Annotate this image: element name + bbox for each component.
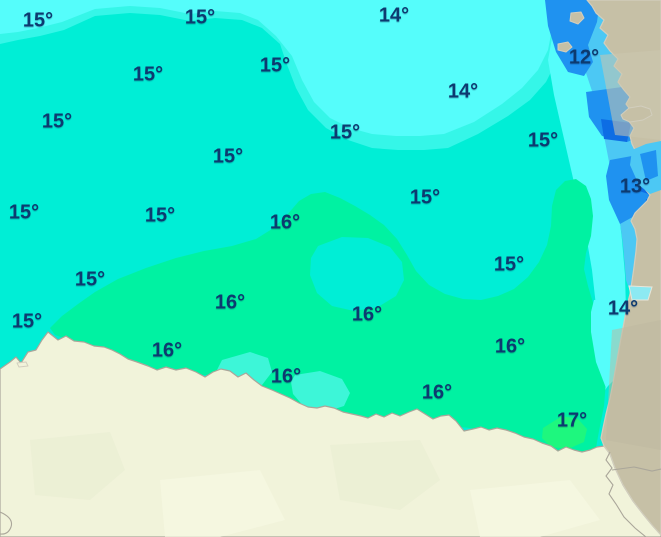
border-line-spur xyxy=(611,466,661,472)
coastal-bay xyxy=(628,285,653,301)
island xyxy=(557,41,573,53)
france-terrain-shade xyxy=(606,320,661,450)
temp-label: 15° xyxy=(409,186,441,209)
temp-label: 16° xyxy=(151,339,183,362)
temp-label: 16° xyxy=(214,291,246,314)
temp-label: 15° xyxy=(527,129,559,152)
temp-label: 16° xyxy=(494,335,526,358)
sea-zone-12-north xyxy=(545,0,600,76)
sea-zone-16 xyxy=(50,179,606,456)
island xyxy=(620,105,653,123)
border-line xyxy=(605,451,647,537)
temp-label: 16° xyxy=(351,303,383,326)
temp-label: 14° xyxy=(607,297,639,320)
temp-label: 15° xyxy=(132,63,164,86)
temp-label: 15° xyxy=(11,310,43,333)
spain-terrain-shade xyxy=(330,440,440,510)
temp-label: 15° xyxy=(8,201,40,224)
estuary-cold-patch xyxy=(640,150,658,181)
temp-label: 17° xyxy=(556,409,588,432)
temp-label: 15° xyxy=(144,204,176,227)
spain-terrain-shade xyxy=(160,470,285,537)
temp-label: 15° xyxy=(184,6,216,29)
temp-label: 15° xyxy=(259,54,291,77)
temp-label: 16° xyxy=(269,211,301,234)
sea-pocket-15 xyxy=(310,237,404,311)
temp-label: 15° xyxy=(22,9,54,32)
temp-label: 15° xyxy=(41,110,73,133)
temp-label: 12° xyxy=(568,46,600,69)
temp-label: 15° xyxy=(329,121,361,144)
spain-terrain-shade xyxy=(30,432,125,500)
temp-label: 16° xyxy=(421,381,453,404)
temp-label: 14° xyxy=(447,80,479,103)
island xyxy=(569,11,585,25)
spain-terrain-shade xyxy=(470,480,600,537)
temp-label: 15° xyxy=(74,268,106,291)
river-line xyxy=(0,511,13,535)
temp-label: 15° xyxy=(212,145,244,168)
temp-label: 15° xyxy=(493,253,525,276)
temp-label: 13° xyxy=(619,175,651,198)
sea-zone-14 xyxy=(0,0,553,136)
sea-zone-17 xyxy=(542,416,587,449)
temp-label: 14° xyxy=(378,4,410,27)
sea-zone-16-light-patch xyxy=(291,371,350,412)
temp-label: 16° xyxy=(270,365,302,388)
island xyxy=(16,361,29,368)
